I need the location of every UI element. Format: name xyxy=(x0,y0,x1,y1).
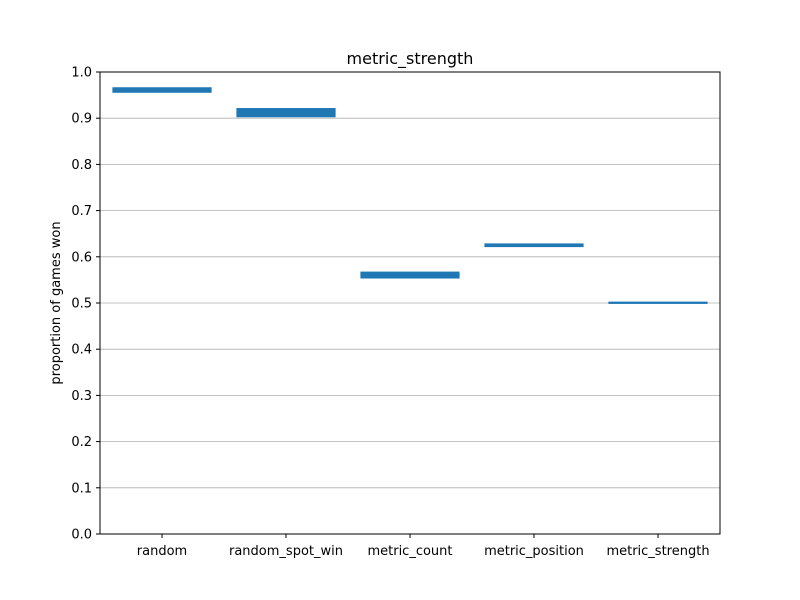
y-tick-label: 1.0 xyxy=(71,66,92,81)
y-tick-label: 0.0 xyxy=(71,528,92,543)
bar-random_spot_win xyxy=(236,108,336,118)
x-tick-label: metric_strength xyxy=(606,544,709,559)
y-tick-label: 0.7 xyxy=(71,204,92,219)
y-axis-label: proportion of games won xyxy=(49,221,64,384)
bar-metric_position xyxy=(484,243,584,248)
x-axis: random random_spot_win metric_count metric_… xyxy=(137,534,710,559)
y-tick-label: 0.6 xyxy=(71,250,92,265)
bars xyxy=(112,87,708,304)
bar-random xyxy=(112,87,212,93)
y-tick-label: 0.8 xyxy=(71,158,92,173)
gridlines xyxy=(100,117,720,489)
x-tick-label: metric_position xyxy=(484,544,584,559)
x-tick-label: random xyxy=(137,544,187,559)
y-tick-label: 0.1 xyxy=(71,481,92,496)
y-tick-label: 0.2 xyxy=(71,435,92,450)
y-tick-label: 0.4 xyxy=(71,343,92,358)
y-tick-label: 0.5 xyxy=(71,297,92,312)
y-axis: 0.0 0.1 0.2 0.3 0.4 0.5 0.6 0.7 0.8 0.9 1.0 xyxy=(71,66,100,543)
bar-metric_count xyxy=(360,271,460,279)
x-tick-label: random_spot_win xyxy=(229,544,343,559)
y-tick-label: 0.9 xyxy=(71,112,92,127)
chart-title: metric_strength xyxy=(347,49,474,69)
x-tick-label: metric_count xyxy=(367,544,452,559)
bar-metric_strength xyxy=(608,301,708,304)
y-tick-label: 0.3 xyxy=(71,389,92,404)
